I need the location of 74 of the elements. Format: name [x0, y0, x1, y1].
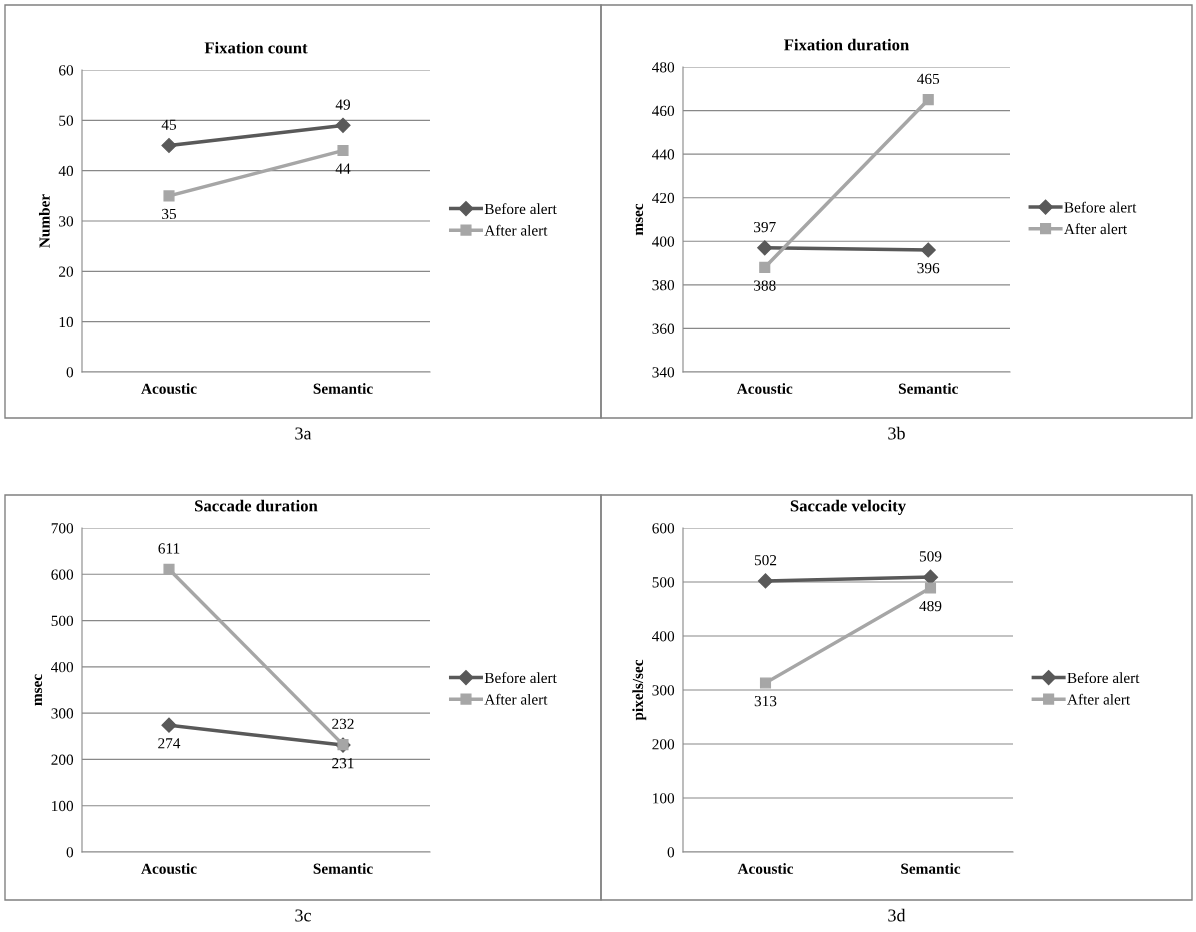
data-label: 396	[917, 263, 940, 274]
y-tick-label: 340	[652, 367, 675, 378]
y-axis-title: msec	[34, 674, 43, 706]
data-label: 388	[754, 280, 776, 291]
data-label: 45	[161, 119, 177, 130]
legend-label: Before alert	[1064, 201, 1137, 213]
y-tick-label: 30	[59, 216, 74, 227]
y-tick-label: 200	[51, 754, 74, 765]
text: 3b	[888, 426, 905, 440]
y-tick-label: 100	[653, 793, 675, 804]
y-tick-label: 0	[66, 367, 74, 378]
x-tick-label: Acoustic	[737, 863, 794, 874]
y-tick-label: 40	[58, 165, 74, 177]
y-axis-title: Number	[38, 194, 50, 248]
x-tick-label: Semantic	[901, 863, 961, 874]
y-tick-label: 20	[59, 266, 74, 277]
y-tick-label: 500	[652, 577, 675, 588]
y-tick-label: 600	[652, 523, 675, 534]
chart-title: Fixation count	[204, 41, 308, 54]
x-tick-label: Semantic	[313, 863, 373, 874]
data-label: 35	[162, 208, 177, 220]
legend-label: Before alert	[484, 672, 557, 684]
data-label: 44	[335, 163, 351, 174]
chart-title: Saccade duration	[195, 499, 318, 512]
data-label: 611	[158, 543, 180, 554]
text: 3a	[295, 427, 312, 440]
data-label: 313	[754, 695, 777, 707]
x-tick-label: Acoustic	[141, 383, 197, 394]
y-tick-label: 60	[59, 65, 74, 76]
y-tick-label: 400	[51, 662, 74, 673]
data-label: 465	[917, 73, 940, 85]
data-label: 489	[919, 600, 942, 612]
data-label: 502	[754, 554, 777, 566]
data-label: 274	[158, 738, 181, 749]
x-tick-label: Acoustic	[736, 383, 793, 394]
legend-label: After alert	[484, 224, 548, 236]
data-label: 232	[332, 718, 354, 729]
y-tick-label: 360	[652, 323, 675, 334]
y-axis-title: pixels/sec	[632, 659, 647, 721]
y-tick-label: 400	[652, 236, 675, 247]
legend-label: Before alert	[484, 203, 557, 215]
y-tick-label: 400	[652, 631, 675, 642]
y-tick-label: 460	[652, 105, 675, 117]
legend-label: After alert	[1067, 693, 1131, 705]
text: 3d	[888, 908, 906, 922]
y-tick-label: 10	[59, 316, 74, 328]
x-tick-label: Acoustic	[141, 863, 197, 874]
y-tick-label: 600	[51, 569, 74, 580]
y-tick-label: 480	[652, 62, 675, 73]
y-axis-title: msec	[635, 203, 644, 236]
y-tick-label: 500	[51, 615, 74, 627]
y-tick-label: 700	[51, 523, 74, 534]
text: 3c	[295, 909, 311, 922]
y-tick-label: 100	[52, 800, 74, 812]
legend-label: After alert	[484, 693, 548, 705]
x-tick-label: Semantic	[898, 383, 958, 394]
y-tick-label: 300	[652, 685, 675, 696]
data-label: 231	[332, 758, 354, 769]
y-tick-label: 0	[66, 847, 74, 858]
y-tick-label: 0	[667, 847, 675, 858]
legend-label: After alert	[1064, 223, 1127, 235]
y-tick-label: 200	[652, 739, 675, 750]
data-label: 509	[919, 551, 942, 562]
data-label: 49	[335, 99, 351, 110]
y-tick-label: 380	[652, 280, 675, 291]
y-tick-label: 300	[51, 708, 74, 719]
chart-title: Saccade velocity	[790, 499, 906, 515]
x-tick-label: Semantic	[313, 383, 373, 394]
data-label: 397	[754, 221, 776, 233]
y-tick-label: 50	[59, 115, 74, 126]
legend-label: Before alert	[1067, 672, 1140, 684]
y-tick-label: 420	[652, 192, 675, 204]
y-tick-label: 440	[652, 149, 675, 160]
chart-title: Fixation duration	[784, 38, 909, 51]
